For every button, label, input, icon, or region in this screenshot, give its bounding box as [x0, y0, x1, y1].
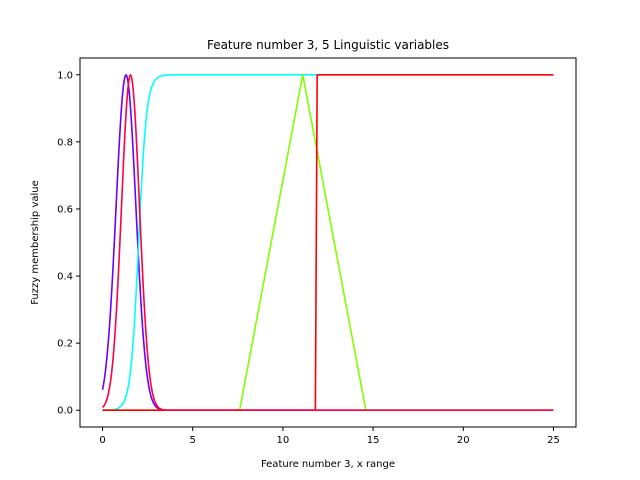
y-tick-label: 1.0 [57, 70, 73, 81]
y-tick-label: 0.0 [57, 406, 73, 417]
x-tick-label: 25 [547, 435, 560, 446]
y-tick-label: 0.2 [57, 339, 73, 350]
x-tick-label: 15 [367, 435, 380, 446]
chart-title: Feature number 3, 5 Linguistic variables [207, 38, 449, 52]
plot-frame [79, 57, 577, 428]
y-tick-label: 0.6 [57, 204, 73, 215]
y-tick-label: 0.4 [57, 272, 73, 283]
x-axis-label: Feature number 3, x range [261, 459, 395, 470]
x-tick-label: 20 [457, 435, 470, 446]
y-tick-label: 0.8 [57, 137, 73, 148]
plot-area [80, 58, 576, 427]
x-tick-label: 10 [277, 435, 290, 446]
series-line-5 [101, 73, 554, 412]
x-tick-label: 0 [99, 435, 105, 446]
ticks-layer: 0 5 10 15 20 25 0.0 0.2 0.4 0.6 0.8 1.0 [57, 70, 560, 446]
x-tick-label: 5 [190, 435, 196, 446]
series-layer [101, 73, 554, 412]
y-axis-label: Fuzzy membership value [30, 180, 41, 305]
